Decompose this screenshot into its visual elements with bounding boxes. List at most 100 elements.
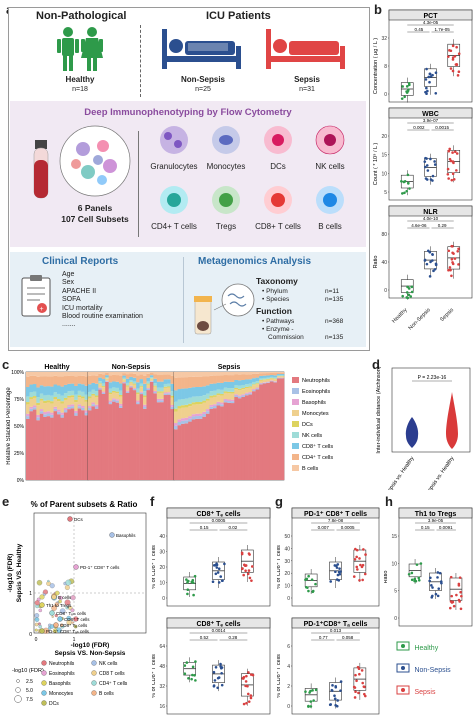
data-point <box>353 696 357 699</box>
stack-segment <box>227 381 232 389</box>
y-tick-label: 25% <box>14 451 25 457</box>
data-point <box>64 599 71 606</box>
legend-swatch <box>396 685 410 695</box>
stack-segment <box>227 372 232 376</box>
stack-segment <box>248 394 253 480</box>
stack-segment <box>70 383 75 391</box>
stack-segment <box>129 386 134 388</box>
stack-segment <box>153 385 158 387</box>
color-legend-label: CD4⁺ T cells <box>99 681 128 687</box>
stack-segment <box>43 416 47 480</box>
data-point <box>434 592 438 596</box>
stack-segment <box>63 372 68 377</box>
stack-segment <box>94 395 99 398</box>
data-point <box>314 688 318 692</box>
chart-title: Th1 to Tregs <box>415 511 457 518</box>
stack-segment <box>280 376 285 378</box>
stack-segment <box>273 378 278 380</box>
data-point <box>413 577 417 581</box>
stack-segment <box>63 384 68 394</box>
stack-segment <box>26 402 30 405</box>
y-tick-label: 0 <box>384 288 387 294</box>
stack-segment <box>125 374 130 379</box>
immuno-title: Deep Immunophenotyping by Flow Cytometry <box>84 107 292 118</box>
stack-segment <box>205 413 210 480</box>
stack-segment <box>26 404 30 414</box>
data-point <box>355 679 358 683</box>
stack-segment <box>39 409 44 412</box>
stack-segment <box>191 402 196 405</box>
data-point <box>185 661 189 664</box>
stack-segment <box>84 401 89 411</box>
stack-segment <box>184 398 189 405</box>
group-name-sepsis: Sepsis <box>294 75 320 84</box>
y-tick-label: 5 <box>394 589 397 595</box>
stack-segment <box>105 378 109 381</box>
x-tick-label: Non-Sepsis <box>408 307 433 332</box>
data-point <box>220 683 224 687</box>
stack-segment <box>170 395 175 398</box>
stack-segment <box>213 405 217 409</box>
size-legend-label: 5.0 <box>26 688 33 694</box>
data-point <box>361 681 364 685</box>
stack-segment <box>181 405 185 408</box>
stack-segment <box>143 404 147 407</box>
stack-segment <box>115 387 120 392</box>
labeled-point <box>57 616 63 622</box>
panel-label-d: d <box>372 357 380 372</box>
y-tick-label: 32 <box>381 36 387 42</box>
stack-segment <box>209 406 214 409</box>
stack-segment <box>202 395 207 401</box>
data-point <box>451 262 455 266</box>
stack-segment <box>198 401 203 405</box>
stack-segment <box>91 393 96 396</box>
stack-segment <box>216 401 221 404</box>
stack-segment <box>91 395 96 403</box>
stack-segment <box>32 391 37 397</box>
stack-segment <box>91 406 96 480</box>
data-point <box>216 686 219 690</box>
stack-segment <box>184 420 189 424</box>
clinical-item: Blood routine examination <box>62 313 143 321</box>
stack-segment <box>163 379 168 384</box>
chart-title: % of Parent subsets & Ratio <box>31 500 138 509</box>
data-point <box>440 581 443 585</box>
stack-segment <box>108 394 113 401</box>
stack-segment <box>70 390 75 396</box>
stack-segment <box>50 386 54 396</box>
data-point <box>451 69 455 73</box>
panel-label-h: h <box>385 494 393 509</box>
stack-segment <box>63 376 68 385</box>
data-point <box>433 163 437 166</box>
stack-segment <box>139 386 144 388</box>
stack-segment <box>255 387 260 389</box>
data-point <box>431 586 434 589</box>
stack-segment <box>262 382 267 383</box>
stack-segment <box>227 402 232 480</box>
stack-segment <box>125 378 130 383</box>
stack-segment <box>266 377 271 379</box>
stack-segment <box>146 384 151 389</box>
stack-segment <box>67 391 72 396</box>
data-point <box>352 685 356 689</box>
stack-segment <box>177 372 182 378</box>
stack-segment <box>39 413 44 480</box>
stack-segment <box>74 410 78 414</box>
legend-item-sepsis: Sepsis <box>396 681 435 699</box>
data-point <box>223 562 226 566</box>
stack-segment <box>209 404 214 407</box>
y-axis-label: -log10 (FDR) <box>7 554 14 593</box>
stack-segment <box>91 372 96 376</box>
data-point <box>186 580 189 584</box>
data-point <box>249 696 253 700</box>
stack-segment <box>70 406 75 409</box>
title-strip <box>388 107 473 119</box>
x-tick-label: Non-Sepsis vs. Healthy <box>378 456 416 490</box>
y-tick-label: 20 <box>159 565 165 571</box>
stack-segment <box>220 402 224 405</box>
data-point <box>428 275 432 278</box>
data-point <box>352 575 356 578</box>
data-point <box>407 572 411 576</box>
chart-title: PD-1⁺ CD8⁺ T cells <box>304 511 367 518</box>
